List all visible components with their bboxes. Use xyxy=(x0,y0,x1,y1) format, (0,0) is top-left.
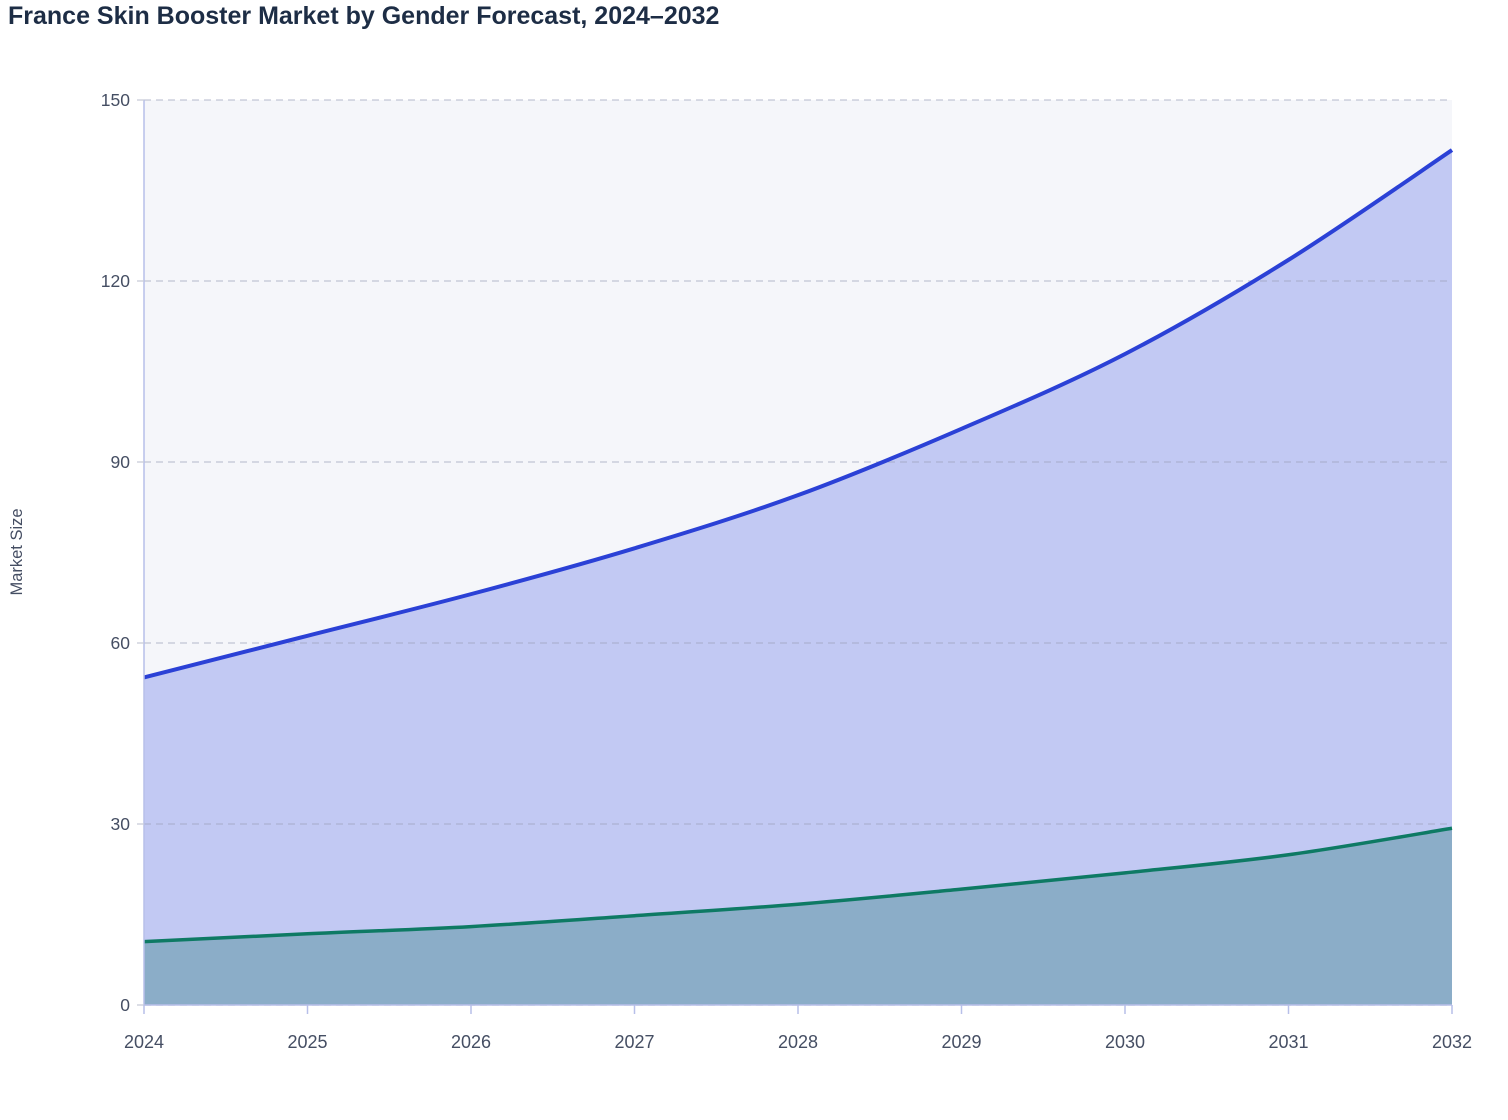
x-tick-label: 2029 xyxy=(941,1032,981,1052)
upper-blue-series-line xyxy=(143,148,1454,680)
x-tick-label: 2032 xyxy=(1432,1032,1472,1052)
upper-blue-series-area xyxy=(144,150,1452,1005)
y-tick-label: 0 xyxy=(120,995,130,1015)
x-tick-label: 2027 xyxy=(614,1032,654,1052)
chart-title: France Skin Booster Market by Gender For… xyxy=(8,2,720,30)
y-tick-label: 30 xyxy=(111,814,131,834)
lower-teal-series-line xyxy=(143,826,1453,944)
x-tick-label: 2025 xyxy=(287,1032,327,1052)
x-tick-label: 2028 xyxy=(778,1032,818,1052)
y-tick-label: 120 xyxy=(101,271,130,291)
x-tick-label: 2031 xyxy=(1268,1032,1308,1052)
y-tick-label: 60 xyxy=(111,633,131,653)
y-axis-title: Market Size xyxy=(8,508,26,595)
x-tick-label: 2024 xyxy=(124,1032,164,1052)
y-tick-label: 150 xyxy=(101,90,130,110)
x-tick-label: 2026 xyxy=(451,1032,491,1052)
y-tick-label: 90 xyxy=(111,452,131,472)
x-tick-label: 2030 xyxy=(1105,1032,1145,1052)
lower-teal-series-area xyxy=(144,828,1452,1005)
